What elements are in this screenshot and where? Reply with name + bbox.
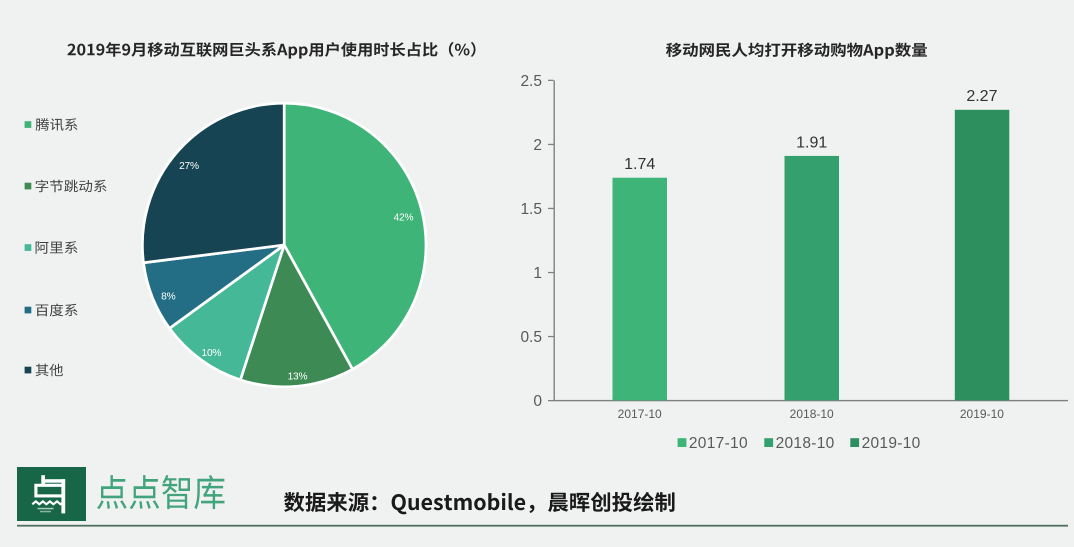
svg-text:2.5: 2.5 — [520, 73, 542, 90]
svg-text:1.74: 1.74 — [624, 156, 655, 173]
svg-text:2019-10: 2019-10 — [862, 435, 921, 452]
svg-text:2018-10: 2018-10 — [776, 435, 835, 452]
svg-text:10%: 10% — [202, 348, 222, 359]
svg-text:2018-10: 2018-10 — [790, 407, 834, 421]
svg-text:1: 1 — [533, 265, 542, 282]
svg-text:2: 2 — [533, 137, 542, 154]
svg-text:1.91: 1.91 — [796, 134, 827, 151]
svg-text:0.5: 0.5 — [520, 329, 542, 346]
svg-text:2.27: 2.27 — [966, 88, 997, 105]
svg-text:27%: 27% — [179, 161, 199, 172]
svg-text:2019-10: 2019-10 — [960, 407, 1004, 421]
svg-text:0: 0 — [533, 393, 542, 410]
svg-text:42%: 42% — [394, 213, 414, 224]
svg-text:8%: 8% — [161, 292, 175, 303]
svg-text:1.5: 1.5 — [520, 201, 542, 218]
svg-text:2017-10: 2017-10 — [689, 435, 748, 452]
svg-text:2017-10: 2017-10 — [618, 407, 662, 421]
svg-text:13%: 13% — [288, 372, 308, 383]
